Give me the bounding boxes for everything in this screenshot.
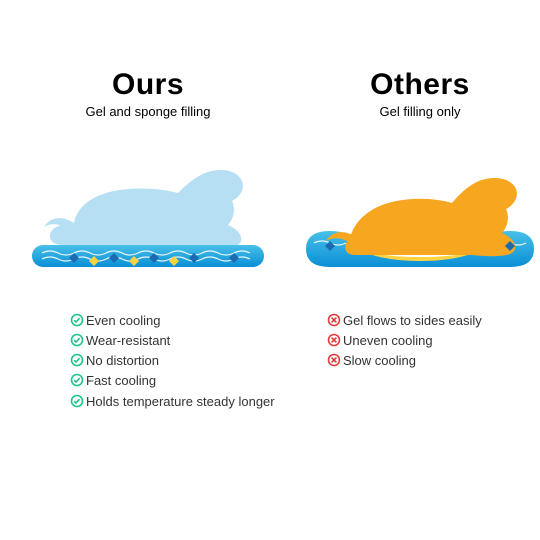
column-others: Others Gel filling only [290,68,540,371]
ours-bullets: Even cooling Wear-resistant No distortio… [18,311,278,412]
ours-bullet: Holds temperature steady longer [68,392,278,412]
check-icon [68,313,86,327]
bullet-text: Fast cooling [86,371,278,391]
comparison-infographic: Ours Gel and sponge filling [0,0,540,540]
others-illustration [300,137,540,277]
ours-bullet: Wear-resistant [68,331,278,351]
others-bullets: Gel flows to sides easily Uneven cooling… [290,311,540,371]
others-bullet: Gel flows to sides easily [325,311,540,331]
check-icon [68,373,86,387]
bullet-text: Gel flows to sides easily [343,311,540,331]
ours-illustration [28,137,268,277]
check-icon [68,394,86,408]
cross-icon [325,353,343,367]
others-bullet: Slow cooling [325,351,540,371]
cross-icon [325,333,343,347]
ours-heading: Ours [18,68,278,102]
column-ours: Ours Gel and sponge filling [18,68,278,412]
bullet-text: Uneven cooling [343,331,540,351]
bullet-text: Even cooling [86,311,278,331]
cross-icon [325,313,343,327]
bullet-text: Slow cooling [343,351,540,371]
check-icon [68,333,86,347]
check-icon [68,353,86,367]
bullet-text: Wear-resistant [86,331,278,351]
ours-bullet: No distortion [68,351,278,371]
ours-subheading: Gel and sponge filling [18,104,278,119]
others-bullet: Uneven cooling [325,331,540,351]
others-heading: Others [290,68,540,102]
bullet-text: Holds temperature steady longer [86,392,278,412]
others-subheading: Gel filling only [290,104,540,119]
ours-bullet: Fast cooling [68,371,278,391]
ours-bullet: Even cooling [68,311,278,331]
bullet-text: No distortion [86,351,278,371]
